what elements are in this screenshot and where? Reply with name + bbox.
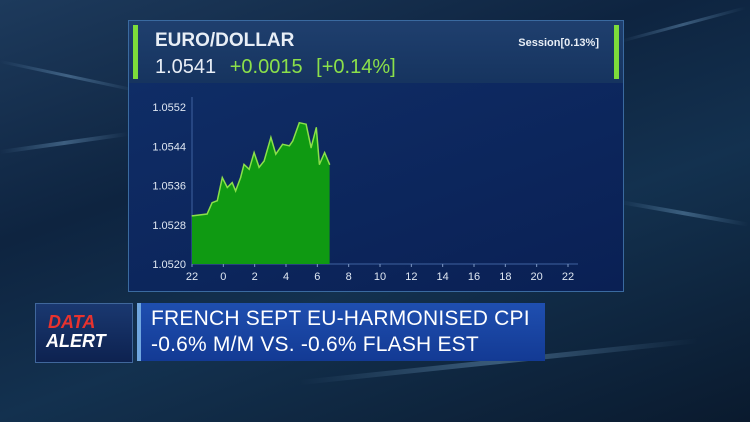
data-point [226,186,228,189]
data-point [191,215,193,217]
x-tick-label: 14 [437,271,449,283]
data-point [216,200,218,202]
instrument-title: EURO/DOLLAR [155,30,295,51]
price-line [191,121,331,217]
headline-line-2: -0.6% M/M VS. -0.6% FLASH EST [151,333,479,356]
accent-bar [614,25,619,79]
x-tick-label: 22 [562,271,574,283]
data-point [253,152,255,154]
headline-line-1: FRENCH SEPT EU-HARMONISED CPI [151,307,530,330]
y-tick-label: 1.0552 [152,102,186,114]
data-point [239,177,242,179]
data-point [258,166,260,168]
x-tick-label: 6 [314,271,320,283]
data-point [221,177,223,179]
x-tick-label: 20 [531,271,543,283]
x-tick-label: 2 [252,271,258,283]
x-tick-label: 4 [283,271,289,283]
data-point [329,163,331,166]
price-line: 1.0541 +0.0015 [+0.14%] [155,56,404,79]
background-streak [0,60,138,93]
data-point [292,140,294,142]
data-point [263,160,265,162]
price-change: +0.0015 [229,56,303,78]
badge-line-1: DATA [48,312,96,332]
quote-header: EURO/DOLLAR 1.0541 +0.0015 [+0.14%] Sess… [129,21,623,84]
data-alert-badge: DATA ALERT [35,303,133,363]
data-point [288,145,290,147]
y-tick-label: 1.0528 [152,220,186,232]
headline-ticker: FRENCH SEPT EU-HARMONISED CPI -0.6% M/M … [137,303,545,361]
x-tick-label: 8 [346,271,352,283]
data-point [315,127,317,129]
x-tick-label: 0 [220,271,226,283]
data-point [206,213,208,215]
last-price: 1.0541 [155,56,217,78]
data-point [211,202,213,204]
data-point [305,123,307,125]
background-streak [619,6,746,43]
x-tick-label: 10 [374,271,386,283]
quote-panel: EURO/DOLLAR 1.0541 +0.0015 [+0.14%] Sess… [128,20,624,292]
data-point [231,181,233,184]
badge-line-2: ALERT [46,331,106,351]
data-point [324,152,326,154]
data-point [243,163,245,166]
data-point [248,168,250,170]
y-tick-label: 1.0544 [152,141,186,153]
data-point [318,163,321,166]
data-point [235,190,237,192]
data-point [298,122,300,124]
data-point [282,143,284,145]
y-tick-label: 1.0536 [152,181,186,193]
session-change: Session[0.13%] [518,37,599,49]
data-point [275,153,277,155]
background-streak [619,200,749,227]
background-streak [0,131,130,154]
x-tick-label: 18 [499,271,511,283]
x-tick-label: 16 [468,271,480,283]
x-tick-label: 22 [186,271,198,283]
price-area [192,122,330,264]
accent-bar [133,25,138,79]
price-change-percent: [+0.14%] [316,56,396,78]
data-point [270,136,272,139]
data-point [310,147,312,149]
x-tick-label: 12 [405,271,417,283]
price-chart: 1.0552 1.0544 1.0536 1.0528 1.0520 22 0 2 4 6 8 10 1… [129,83,623,291]
y-tick-label: 1.0520 [152,259,186,271]
